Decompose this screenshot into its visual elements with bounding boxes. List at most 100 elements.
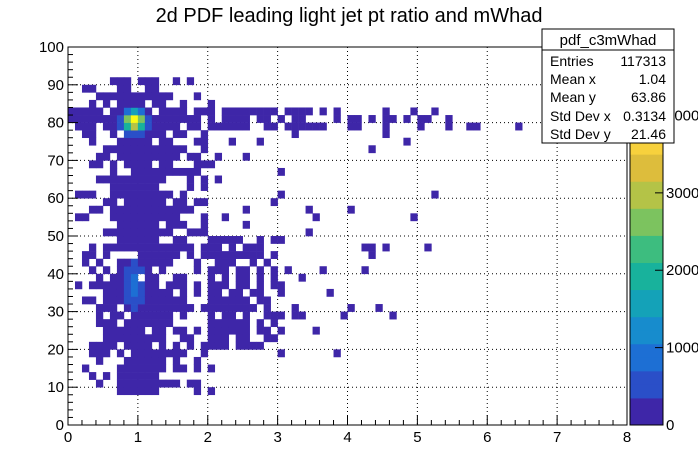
heatmap-cell — [137, 145, 146, 154]
heatmap-cell — [172, 213, 181, 222]
heatmap-cell — [228, 258, 236, 267]
heatmap-cell — [130, 228, 139, 237]
heatmap-cell — [116, 258, 125, 267]
heatmap-cell — [312, 213, 320, 222]
heatmap-cell — [333, 349, 341, 358]
heatmap-cell — [298, 107, 306, 116]
heatmap-cell — [228, 236, 236, 244]
heatmap-cell — [116, 137, 125, 146]
heatmap-cell — [137, 236, 146, 244]
heatmap-cell — [193, 281, 202, 290]
heatmap-cell — [214, 296, 223, 305]
heatmap-cell — [256, 266, 264, 275]
heatmap-cell — [207, 326, 216, 335]
heatmap-cell — [235, 326, 243, 335]
heatmap-cell — [74, 122, 83, 131]
heatmap-cell — [137, 281, 146, 290]
heatmap-cell — [389, 311, 397, 320]
heatmap-cell — [207, 281, 216, 290]
heatmap-cell — [403, 115, 411, 123]
heatmap-cell — [207, 304, 216, 312]
heatmap-cell — [144, 341, 153, 350]
heatmap-cell — [200, 145, 209, 154]
heatmap-cell — [242, 266, 250, 275]
heatmap-cell — [137, 152, 146, 161]
colorbar-segment — [630, 384, 663, 399]
colorbar-segment — [630, 289, 663, 304]
heatmap-cell — [151, 364, 160, 373]
heatmap-cell — [144, 228, 153, 237]
heatmap-cell — [291, 115, 299, 123]
heatmap-cell — [347, 122, 355, 131]
heatmap-cell — [102, 326, 111, 335]
heatmap-cell — [137, 349, 146, 358]
heatmap-cell — [95, 92, 104, 101]
heatmap-cell — [130, 213, 139, 222]
heatmap-cell — [186, 152, 195, 161]
heatmap-cell — [263, 122, 271, 131]
heatmap-cell — [200, 160, 209, 169]
heatmap-cell — [102, 288, 111, 297]
heatmap-cell — [158, 137, 167, 146]
heatmap-cell — [158, 379, 167, 388]
heatmap-cell — [172, 349, 181, 358]
heatmap-cell — [130, 372, 139, 380]
heatmap-cell — [130, 341, 139, 350]
heatmap-cell — [172, 167, 181, 176]
heatmap-cell — [109, 205, 118, 214]
heatmap-cell — [81, 107, 90, 116]
heatmap-cell — [144, 152, 153, 161]
heatmap-cell — [123, 243, 132, 252]
y-tick-label: 10 — [47, 379, 64, 396]
heatmap-cell — [151, 288, 160, 297]
heatmap-cell — [137, 228, 146, 237]
heatmap-cell — [137, 288, 146, 297]
heatmap-cell — [130, 296, 139, 305]
heatmap-cell — [88, 349, 97, 358]
heatmap-cell — [151, 296, 160, 305]
heatmap-cell — [137, 213, 146, 222]
heatmap-cell — [116, 349, 125, 358]
heatmap-cell — [116, 281, 125, 290]
heatmap-cell — [193, 356, 202, 365]
heatmap-cell — [256, 115, 264, 123]
heatmap-cell — [172, 220, 181, 229]
heatmap-cell — [207, 387, 216, 396]
heatmap-cell — [165, 379, 174, 388]
heatmap-cell — [74, 190, 83, 199]
heatmap-cell — [172, 243, 181, 252]
heatmap-cell — [235, 281, 243, 290]
heatmap-cell — [165, 115, 174, 123]
y-tick-label: 20 — [47, 341, 64, 358]
heatmap-cell — [270, 281, 278, 290]
heatmap-cell — [214, 266, 223, 275]
heatmap-cell — [151, 273, 160, 282]
heatmap-cell — [116, 122, 125, 131]
heatmap-cell — [214, 175, 223, 184]
heatmap-cell — [256, 319, 264, 328]
heatmap-cell — [242, 326, 250, 335]
heatmap-cell — [200, 130, 209, 139]
heatmap-cell — [207, 288, 216, 297]
heatmap-cell — [144, 304, 153, 312]
heatmap-cell — [270, 122, 278, 131]
heatmap-cell — [158, 356, 167, 365]
heatmap-cell — [277, 349, 285, 358]
heatmap-cell — [200, 175, 209, 184]
heatmap-cell — [221, 236, 230, 244]
heatmap-cell — [200, 213, 209, 222]
heatmap-cell — [137, 190, 146, 199]
heatmap-cell — [291, 107, 299, 116]
heatmap-cell — [123, 107, 132, 116]
heatmap-cell — [256, 236, 264, 244]
colorbar-segment — [630, 397, 663, 412]
heatmap-cell — [130, 319, 139, 328]
heatmap-cell — [172, 251, 181, 259]
heatmap-cell — [193, 160, 202, 169]
heatmap-cell — [151, 304, 160, 312]
heatmap-cell — [109, 77, 118, 86]
heatmap-cell — [193, 107, 202, 116]
heatmap-cell — [158, 122, 167, 131]
colorbar-segment — [630, 357, 663, 372]
heatmap-cell — [270, 266, 278, 275]
